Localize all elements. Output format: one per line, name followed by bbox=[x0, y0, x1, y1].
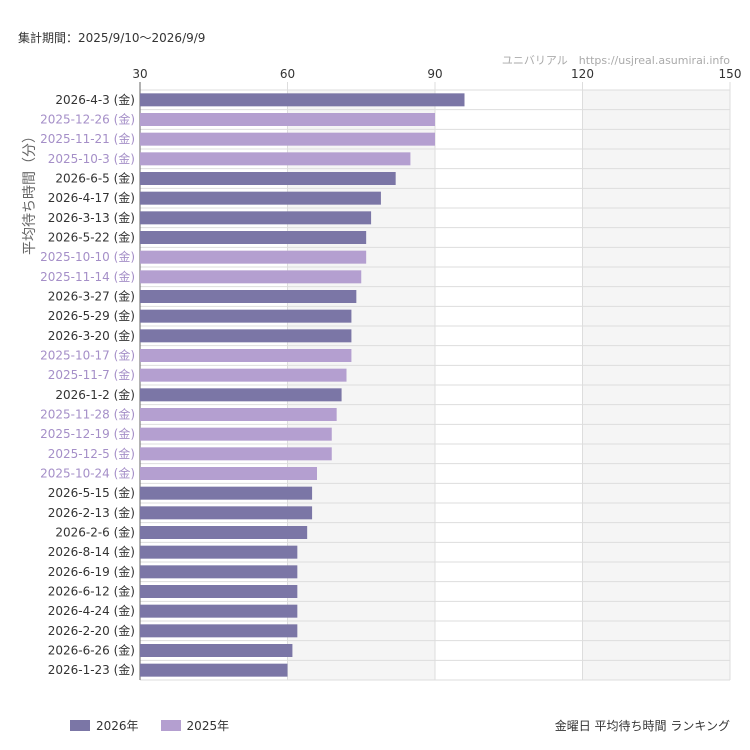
category-label: 2025-11-14 (金) bbox=[40, 269, 135, 284]
bar[interactable] bbox=[140, 132, 435, 146]
bar[interactable] bbox=[140, 231, 367, 244]
x-tick-label: 150 bbox=[719, 67, 742, 81]
bar[interactable] bbox=[140, 211, 372, 225]
bar[interactable] bbox=[140, 408, 337, 421]
bars bbox=[140, 93, 465, 677]
category-label: 2026-2-13 (金) bbox=[48, 505, 135, 520]
source-label: ユニバリアル https://usjreal.asumirai.info bbox=[501, 54, 730, 67]
x-tick-label: 60 bbox=[280, 67, 295, 81]
ranking-chart: 30 60 90 120 150 2026-4-3 (金)2025-12-26 (金)2… bbox=[22, 67, 741, 681]
x-tick-label: 30 bbox=[132, 67, 147, 81]
legend-swatch-2025 bbox=[160, 720, 181, 731]
category-label: 2026-6-5 (金) bbox=[55, 171, 135, 186]
bar[interactable] bbox=[140, 526, 308, 539]
category-label: 2025-11-21 (金) bbox=[40, 131, 135, 146]
bar[interactable] bbox=[140, 506, 313, 520]
category-label: 2025-11-28 (金) bbox=[40, 407, 135, 422]
category-label: 2026-4-24 (金) bbox=[48, 603, 135, 618]
category-label: 2026-8-14 (金) bbox=[48, 544, 135, 559]
x-tick-label: 120 bbox=[571, 67, 594, 81]
bar[interactable] bbox=[140, 191, 381, 205]
category-label: 2025-12-5 (金) bbox=[48, 446, 135, 461]
category-label: 2026-6-12 (金) bbox=[48, 584, 135, 599]
bar[interactable] bbox=[140, 329, 352, 343]
bar[interactable] bbox=[140, 604, 298, 618]
category-label: 2026-6-19 (金) bbox=[48, 564, 135, 579]
category-label: 2025-10-17 (金) bbox=[40, 348, 135, 363]
category-label: 2026-1-2 (金) bbox=[55, 387, 135, 402]
bar[interactable] bbox=[140, 545, 298, 559]
bar[interactable] bbox=[140, 349, 352, 362]
bar[interactable] bbox=[140, 388, 342, 402]
legend-label-2025: 2025年 bbox=[186, 719, 230, 733]
bar[interactable] bbox=[140, 172, 396, 185]
bar[interactable] bbox=[140, 585, 298, 598]
bar[interactable] bbox=[140, 663, 288, 677]
category-label: 2026-5-15 (金) bbox=[48, 485, 135, 500]
legend-label-2026: 2026年 bbox=[96, 719, 139, 733]
bar[interactable] bbox=[140, 486, 313, 500]
legend-swatch-2026 bbox=[70, 720, 90, 731]
bar[interactable] bbox=[140, 427, 332, 441]
x-tick-labels: 30 60 90 120 150 bbox=[132, 67, 741, 81]
chart-caption: 金曜日 平均待ち時間 ランキング bbox=[554, 719, 730, 733]
bar[interactable] bbox=[140, 93, 465, 107]
bar[interactable] bbox=[140, 447, 332, 461]
bar[interactable] bbox=[140, 624, 298, 638]
bar[interactable] bbox=[140, 368, 347, 382]
category-label: 2026-4-3 (金) bbox=[55, 92, 135, 107]
category-label: 2026-6-26 (金) bbox=[48, 643, 135, 658]
category-label: 2026-4-17 (金) bbox=[48, 190, 135, 205]
category-label: 2026-5-22 (金) bbox=[48, 230, 135, 245]
category-label: 2025-10-3 (金) bbox=[48, 151, 135, 166]
bar[interactable] bbox=[140, 270, 362, 284]
legend-item-2026[interactable]: 2026年 bbox=[70, 717, 139, 734]
legend: 2026年 2025年 bbox=[70, 717, 229, 734]
category-label: 2025-11-7 (金) bbox=[48, 367, 135, 382]
bar[interactable] bbox=[140, 644, 293, 657]
bar[interactable] bbox=[140, 152, 411, 166]
category-label: 2026-1-23 (金) bbox=[48, 662, 135, 677]
category-labels: 2026-4-3 (金) 2025-12-26 (金) 2025-11-21 (金)… bbox=[40, 92, 135, 677]
bar[interactable] bbox=[140, 467, 317, 480]
category-label: 2026-3-20 (金) bbox=[48, 328, 135, 343]
category-label: 2025-12-26 (金) bbox=[40, 112, 135, 127]
category-label: 2026-3-27 (金) bbox=[48, 289, 135, 304]
bar[interactable] bbox=[140, 309, 352, 323]
bar[interactable] bbox=[140, 250, 367, 264]
category-label: 2025-12-19 (金) bbox=[40, 426, 135, 441]
category-label: 2026-2-20 (金) bbox=[48, 623, 135, 638]
category-label: 2025-10-24 (金) bbox=[40, 466, 135, 481]
legend-item-2025[interactable]: 2025年 bbox=[160, 717, 230, 734]
bar[interactable] bbox=[140, 565, 298, 579]
x-tick-label: 90 bbox=[427, 67, 442, 81]
bar[interactable] bbox=[140, 113, 435, 126]
category-label: 2026-2-6 (金) bbox=[55, 525, 135, 540]
category-label: 2025-10-10 (金) bbox=[40, 249, 135, 264]
category-label: 2026-5-29 (金) bbox=[48, 308, 135, 323]
category-label: 2026-3-13 (金) bbox=[48, 210, 135, 225]
y-axis-label: 平均待ち時間（分） bbox=[22, 129, 38, 255]
period-label: 集計期間：2025/9/10〜2026/9/9 bbox=[18, 31, 206, 45]
bar[interactable] bbox=[140, 290, 357, 303]
